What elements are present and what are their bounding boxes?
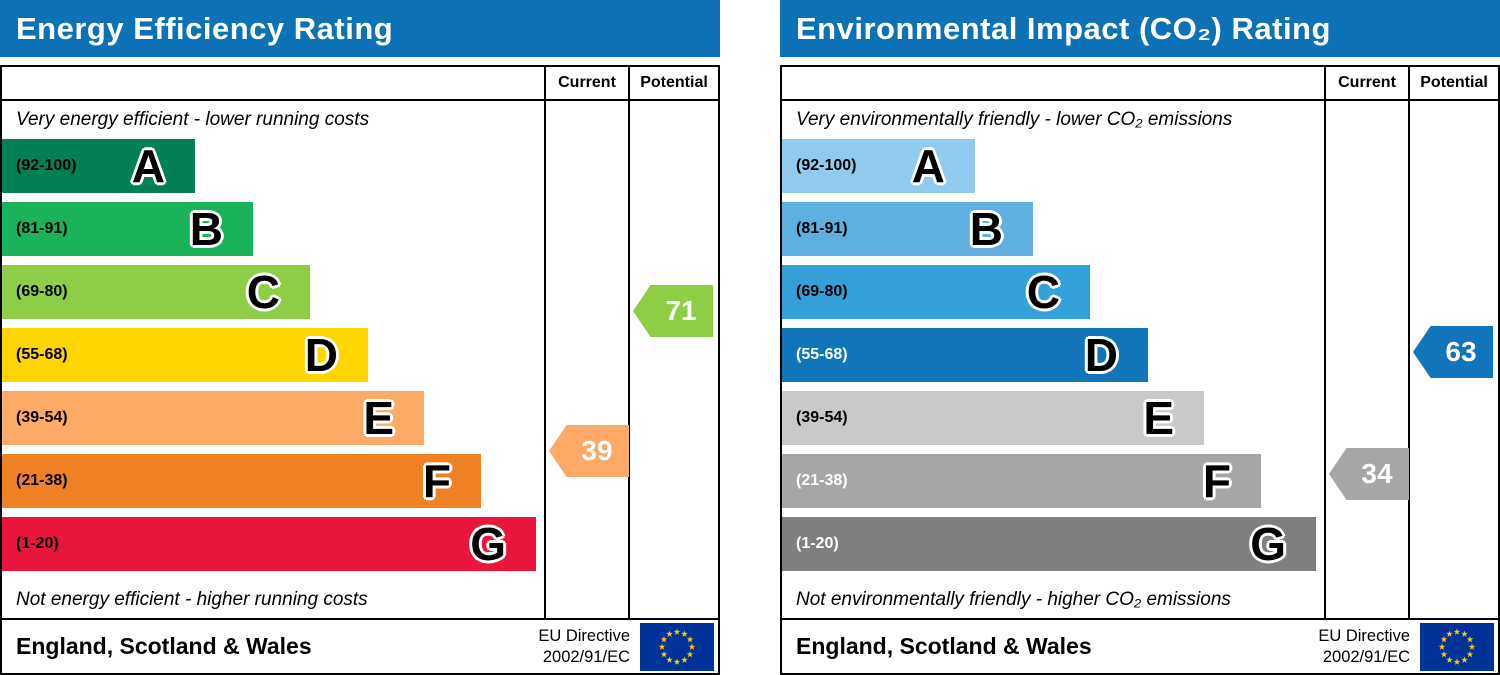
- chart-body: Very energy efficient - lower running co…: [2, 101, 718, 618]
- chart-title: Environmental Impact (CO₂) Rating: [796, 10, 1331, 46]
- potential-rating-arrow: 71: [633, 285, 713, 337]
- band-range: (55-68): [796, 346, 848, 363]
- energy-efficiency-title-bar: Energy Efficiency Rating: [0, 0, 720, 57]
- potential-rating-value: 71: [665, 295, 697, 326]
- band-range: (92-100): [16, 157, 77, 174]
- region-label: England, Scotland & Wales: [16, 633, 312, 659]
- potential-rating-arrow: 63: [1413, 326, 1493, 378]
- chart-footer: England, Scotland & Wales EU Directive 2…: [782, 618, 1498, 673]
- potential-rating-value: 63: [1445, 336, 1477, 367]
- band-letter: A: [131, 140, 165, 192]
- band-C: (69-80) C: [2, 265, 310, 319]
- band-range: (1-20): [796, 535, 839, 552]
- current-rating-value: 34: [1361, 458, 1393, 489]
- band-range: (1-20): [16, 535, 59, 552]
- top-note: Very environmentally friendly - lower CO…: [796, 109, 1233, 130]
- eu-flag-icon: [1420, 622, 1494, 671]
- band-range: (21-38): [16, 472, 68, 489]
- eu-directive-line2: 2002/91/EC: [542, 647, 630, 666]
- column-header-row: Current Potential: [2, 67, 718, 101]
- band-letter: B: [969, 203, 1003, 255]
- band-range: (21-38): [796, 472, 848, 489]
- current-column-header: Current: [1326, 67, 1410, 99]
- band-letter: E: [1143, 392, 1174, 444]
- band-letter: G: [1250, 518, 1286, 570]
- eu-directive-label: EU Directive 2002/91/EC: [538, 626, 640, 667]
- band-B: (81-91) B: [2, 202, 253, 256]
- band-A: (92-100) A: [2, 139, 195, 193]
- potential-column: 71: [630, 101, 718, 618]
- band-letter: A: [911, 140, 945, 192]
- current-column-header: Current: [546, 67, 630, 99]
- band-D: (55-68) D: [782, 328, 1148, 382]
- region-label: England, Scotland & Wales: [796, 633, 1092, 659]
- band-letter: F: [1202, 455, 1231, 507]
- band-letter: C: [1026, 266, 1060, 318]
- band-letter: D: [1084, 329, 1118, 381]
- eu-directive-label: EU Directive 2002/91/EC: [1318, 626, 1420, 667]
- current-column: 34: [1326, 101, 1410, 618]
- energy-rating-table: Current Potential Very energy efficient …: [0, 65, 720, 675]
- energy-efficiency-chart: Energy Efficiency Rating Current Potenti…: [0, 0, 720, 675]
- bands-column: Very energy efficient - lower running co…: [2, 101, 546, 618]
- chart-footer: England, Scotland & Wales EU Directive 2…: [2, 618, 718, 673]
- eu-directive-line1: EU Directive: [538, 626, 630, 645]
- bottom-note: Not energy efficient - higher running co…: [16, 589, 368, 610]
- band-range: (39-54): [16, 409, 68, 426]
- band-letter: C: [246, 266, 280, 318]
- band-F: (21-38) F: [782, 454, 1261, 508]
- chart-body: Very environmentally friendly - lower CO…: [782, 101, 1498, 618]
- band-letter: B: [189, 203, 223, 255]
- band-letter: D: [304, 329, 338, 381]
- environmental-impact-title-bar: Environmental Impact (CO₂) Rating: [780, 0, 1500, 57]
- band-range: (55-68): [16, 346, 68, 363]
- current-rating-value: 39: [581, 435, 613, 466]
- eu-flag-icon: [640, 622, 714, 671]
- band-range: (69-80): [16, 283, 68, 300]
- band-letter: E: [363, 392, 394, 444]
- band-range: (81-91): [796, 220, 848, 237]
- environmental-impact-chart: Environmental Impact (CO₂) Rating Curren…: [780, 0, 1500, 675]
- band-F: (21-38) F: [2, 454, 481, 508]
- eu-directive-line1: EU Directive: [1318, 626, 1410, 645]
- band-letter: G: [470, 518, 506, 570]
- current-rating-arrow: 39: [549, 425, 629, 477]
- environmental-rating-table: Current Potential Very environmentally f…: [780, 65, 1500, 675]
- eu-directive-line2: 2002/91/EC: [1322, 647, 1410, 666]
- band-range: (39-54): [796, 409, 848, 426]
- current-rating-arrow: 34: [1329, 448, 1409, 500]
- band-E: (39-54) E: [2, 391, 424, 445]
- potential-column: 63: [1410, 101, 1498, 618]
- bands-column: Very environmentally friendly - lower CO…: [782, 101, 1326, 618]
- band-range: (92-100): [796, 157, 857, 174]
- potential-column-header: Potential: [640, 74, 708, 91]
- top-note: Very energy efficient - lower running co…: [16, 109, 370, 130]
- band-A: (92-100) A: [782, 139, 975, 193]
- column-header-row: Current Potential: [782, 67, 1498, 101]
- band-G: (1-20) G: [782, 517, 1316, 571]
- header-spacer: [2, 67, 546, 99]
- band-G: (1-20) G: [2, 517, 536, 571]
- band-E: (39-54) E: [782, 391, 1204, 445]
- potential-column-header: Potential: [1420, 74, 1488, 91]
- current-column: 39: [546, 101, 630, 618]
- band-B: (81-91) B: [782, 202, 1033, 256]
- header-spacer: [782, 67, 1326, 99]
- band-letter: F: [422, 455, 451, 507]
- band-range: (69-80): [796, 283, 848, 300]
- band-C: (69-80) C: [782, 265, 1090, 319]
- bottom-note: Not environmentally friendly - higher CO…: [796, 589, 1231, 610]
- band-range: (81-91): [16, 220, 68, 237]
- band-D: (55-68) D: [2, 328, 368, 382]
- chart-title: Energy Efficiency Rating: [16, 10, 394, 46]
